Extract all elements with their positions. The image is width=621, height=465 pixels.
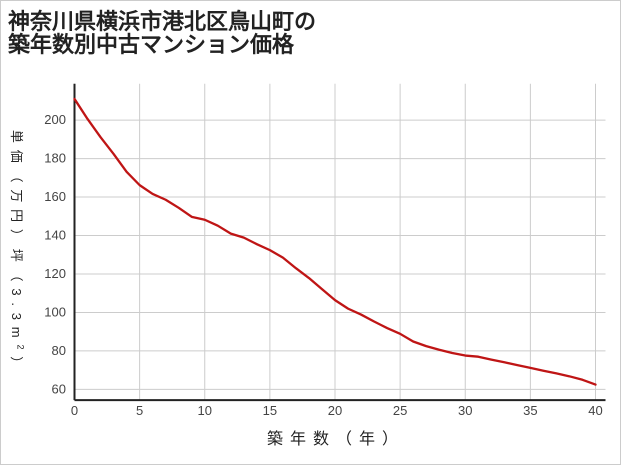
svg-text:10: 10 bbox=[198, 403, 212, 418]
svg-text:140: 140 bbox=[44, 228, 66, 243]
svg-text:80: 80 bbox=[52, 343, 66, 358]
svg-text:5: 5 bbox=[136, 403, 143, 418]
svg-text:100: 100 bbox=[44, 304, 66, 319]
svg-text:40: 40 bbox=[588, 403, 602, 418]
svg-text:120: 120 bbox=[44, 266, 66, 281]
svg-text:160: 160 bbox=[44, 189, 66, 204]
svg-text:35: 35 bbox=[523, 403, 537, 418]
svg-text:25: 25 bbox=[393, 403, 407, 418]
svg-text:15: 15 bbox=[263, 403, 277, 418]
svg-text:180: 180 bbox=[44, 151, 66, 166]
svg-text:築年数（年）: 築年数（年） bbox=[267, 430, 405, 448]
svg-text:60: 60 bbox=[52, 381, 66, 396]
svg-text:20: 20 bbox=[328, 403, 342, 418]
svg-text:200: 200 bbox=[44, 112, 66, 127]
svg-text:30: 30 bbox=[458, 403, 472, 418]
svg-text:0: 0 bbox=[71, 403, 78, 418]
